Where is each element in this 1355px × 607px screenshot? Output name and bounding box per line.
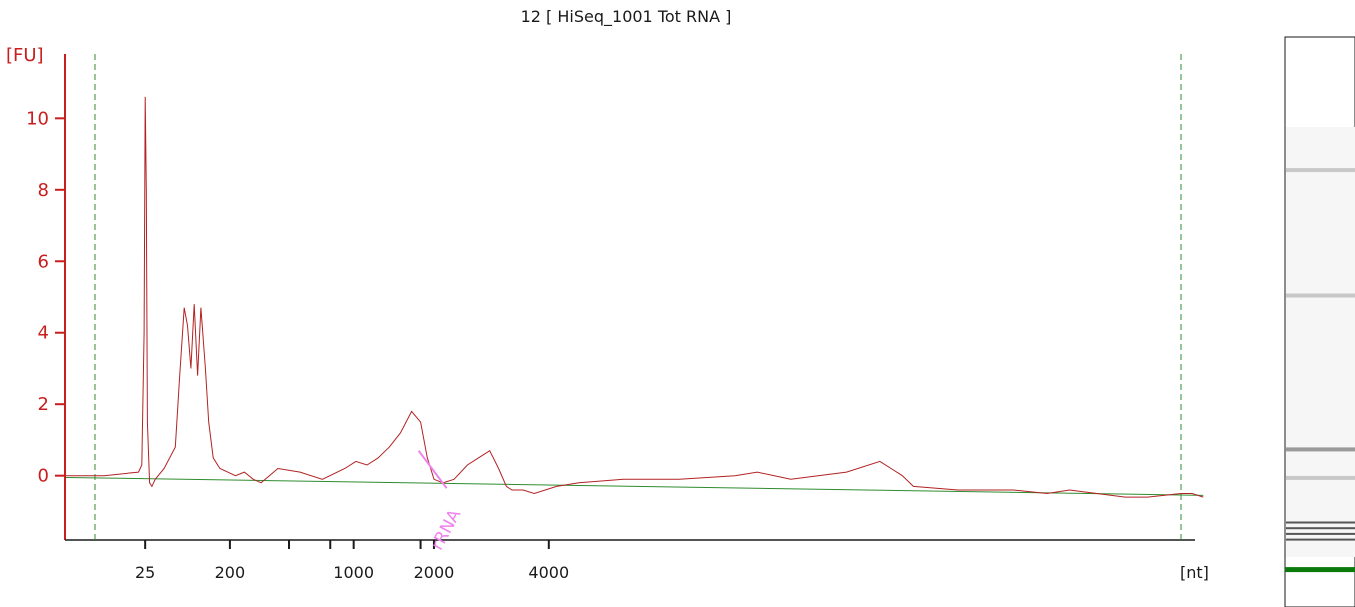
gel-marker-band: [1285, 567, 1355, 573]
annotation-label: rRNA: [427, 506, 465, 554]
plot-area: 0 2 4 6 8 10 25 200 1000 2000 4000 rRNA: [26, 54, 1204, 582]
y-tick-label: 0: [38, 466, 49, 487]
gel-lane-background: [1286, 127, 1355, 557]
y-tick-label: 2: [38, 394, 49, 415]
gel-lane: [1284, 36, 1355, 607]
baseline-line: [65, 476, 1204, 496]
x-tick-label: 4000: [528, 563, 569, 582]
gel-band: [1286, 293, 1355, 298]
x-tick-label: 2000: [414, 563, 455, 582]
gel-band: [1286, 447, 1355, 452]
y-axis-unit-label: [FU]: [6, 45, 44, 66]
annotation-pointer: [417, 450, 448, 489]
x-tick-label: 1000: [333, 563, 374, 582]
y-tick-label: 10: [26, 108, 49, 129]
x-tick-label: 200: [215, 563, 246, 582]
chart-title: 12 [ HiSeq_1001 Tot RNA ]: [521, 7, 732, 27]
x-axis-unit-label: [nt]: [1180, 563, 1209, 582]
fluorescence-trace: [66, 96, 1204, 498]
x-tick-label: 25: [135, 563, 155, 582]
gel-band: [1286, 538, 1355, 541]
gel-band: [1286, 532, 1355, 535]
gel-band: [1286, 527, 1355, 530]
gel-band: [1286, 475, 1355, 480]
gel-band: [1286, 521, 1355, 524]
y-tick-label: 8: [38, 180, 49, 201]
y-tick-label: 6: [38, 251, 49, 272]
y-tick-label: 4: [38, 323, 49, 344]
gel-band: [1286, 168, 1355, 173]
